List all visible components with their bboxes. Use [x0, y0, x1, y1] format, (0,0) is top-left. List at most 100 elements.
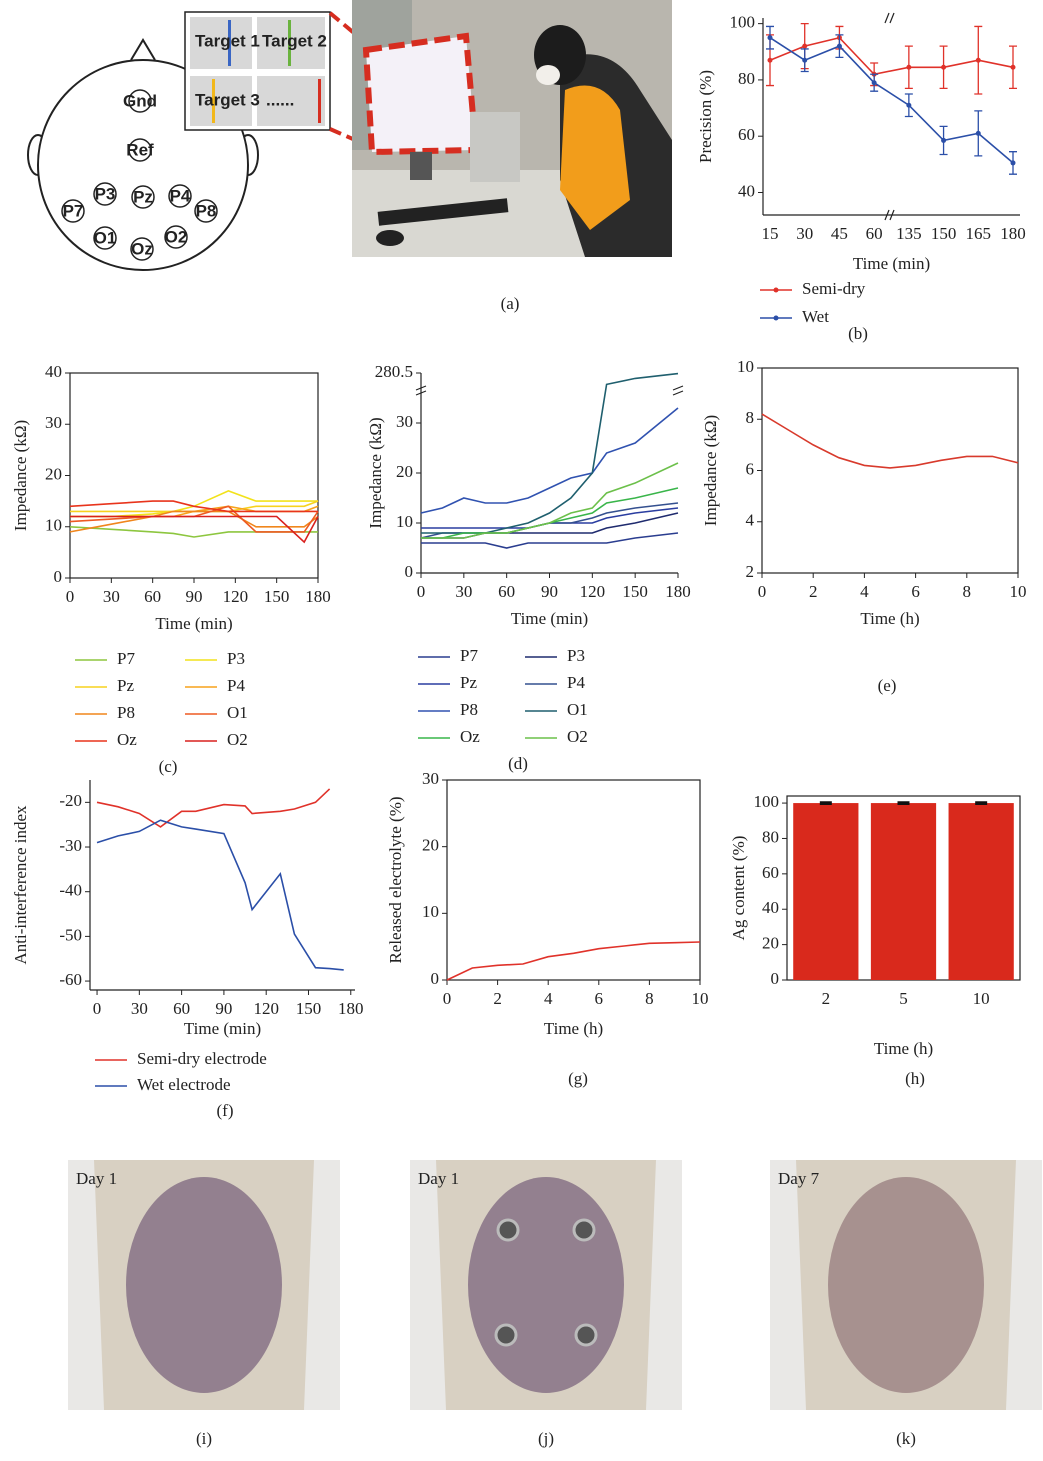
x-tick-label: 120: [223, 587, 249, 606]
x-tick-label: 60: [498, 582, 515, 601]
panel-caption: (h): [905, 1069, 925, 1088]
y-tick-label: 10: [45, 516, 62, 535]
y-tick-label: 4: [746, 511, 755, 530]
legend-label: P7: [117, 649, 135, 668]
x-tick-label: 8: [963, 582, 972, 601]
legend-label: Pz: [117, 676, 134, 695]
lab-photo: [352, 0, 672, 257]
electrode-label: O1: [94, 228, 117, 247]
photo-electrode: [576, 1325, 596, 1345]
y-tick-label: 0: [405, 562, 414, 581]
y-tick-label: -20: [59, 791, 82, 810]
y-tick-label: 80: [762, 827, 779, 846]
x-tick-label: 2: [493, 989, 502, 1008]
x-tick-label: 4: [544, 989, 553, 1008]
legend-label: P4: [227, 676, 245, 695]
data-point: [768, 35, 773, 40]
photo-skin: [828, 1177, 984, 1393]
legend-label: P4: [567, 673, 585, 692]
data-point: [1011, 160, 1016, 165]
x-tick-label: 30: [455, 582, 472, 601]
legend-label: Oz: [117, 730, 137, 749]
x-tick-label: 150: [931, 224, 957, 243]
y-tick-label: 30: [396, 412, 413, 431]
photo-electrode: [496, 1325, 516, 1345]
legend-label: P8: [117, 703, 135, 722]
target-label: Target 1: [195, 31, 260, 50]
y-tick-label: 20: [762, 934, 779, 953]
bar: [793, 803, 858, 980]
y-tick-label: 40: [762, 898, 779, 917]
x-tick-label: 180: [1000, 224, 1026, 243]
x-tick-label: 180: [338, 999, 364, 1018]
electrode-label: P7: [63, 201, 84, 220]
y-tick-label: 6: [746, 459, 755, 478]
x-tick-label: 15: [762, 224, 779, 243]
x-tick-label: 135: [896, 224, 922, 243]
y-tick-label: 100: [730, 13, 756, 32]
photo-skin: [126, 1177, 282, 1393]
y-tick-label: 60: [738, 125, 755, 144]
x-tick-label: 6: [911, 582, 920, 601]
data-point: [941, 138, 946, 143]
x-axis-label: Time (min): [184, 1019, 261, 1038]
target-label: Target 2: [262, 31, 327, 50]
legend-marker: [774, 288, 779, 293]
target-label: Target 3: [195, 90, 260, 109]
data-point: [768, 58, 773, 63]
data-point: [802, 44, 807, 49]
legend-label: O2: [567, 727, 588, 746]
y-axis-label: Impedance (kΩ): [11, 420, 30, 531]
legend-label: Semi-dry: [802, 279, 866, 298]
y-tick-label: 30: [45, 413, 62, 432]
electrode-label: Ref: [126, 140, 154, 159]
y-tick-label: -40: [59, 881, 82, 900]
x-tick-label: 45: [831, 224, 848, 243]
y-tick-label: 0: [431, 969, 440, 988]
x-tick-label: 150: [296, 999, 322, 1018]
y-tick-label: 20: [45, 464, 62, 483]
x-axis-label: Time (min): [853, 254, 930, 273]
y-tick-label: 8: [746, 408, 755, 427]
x-tick-label: 10: [973, 989, 990, 1008]
data-point: [802, 58, 807, 63]
legend-label: Semi-dry electrode: [137, 1049, 267, 1068]
photo-skin: [468, 1177, 624, 1393]
y-axis-label: Impedance (kΩ): [366, 417, 385, 528]
x-tick-label: 5: [899, 989, 908, 1008]
y-tick-label: 10: [737, 357, 754, 376]
x-tick-label: 6: [595, 989, 604, 1008]
x-tick-label: 10: [1010, 582, 1027, 601]
y-axis-label: Released electrolyte (%): [386, 796, 405, 963]
panel-caption: (i): [196, 1429, 212, 1448]
x-tick-label: 0: [417, 582, 426, 601]
electrode-label: P4: [170, 186, 191, 205]
y-tick-label: 0: [54, 567, 63, 586]
data-point: [906, 103, 911, 108]
y-axis-label: Ag content (%): [729, 836, 748, 941]
x-tick-label: 150: [622, 582, 648, 601]
x-tick-label: 30: [103, 587, 120, 606]
bar: [871, 803, 936, 980]
legend-label: O1: [227, 703, 248, 722]
line-series: [70, 506, 318, 532]
x-axis-label: Time (h): [874, 1039, 933, 1058]
data-point: [872, 80, 877, 85]
x-tick-label: 90: [541, 582, 558, 601]
y-tick-label: 2: [746, 562, 755, 581]
figure: GndRefP3PzP4P7P8O1OzO2 (a) Day 1: [0, 0, 1043, 1461]
y-tick-label: 0: [771, 969, 780, 988]
x-tick-label: 180: [665, 582, 691, 601]
target-label: ......: [266, 90, 294, 109]
x-tick-label: 8: [645, 989, 654, 1008]
y-tick-label: -30: [59, 836, 82, 855]
panel-caption: (d): [508, 754, 528, 773]
x-tick-label: 90: [186, 587, 203, 606]
line-series: [97, 820, 344, 970]
x-tick-label: 90: [215, 999, 232, 1018]
x-tick-label: 120: [253, 999, 279, 1018]
photo-electrode: [574, 1220, 594, 1240]
legend-label: Wet: [802, 307, 829, 326]
line-series: [447, 942, 700, 980]
legend-label: P8: [460, 700, 478, 719]
